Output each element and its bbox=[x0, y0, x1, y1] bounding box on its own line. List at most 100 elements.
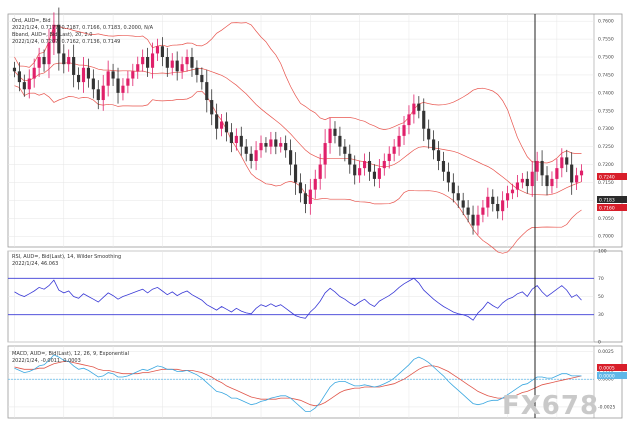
price-panel[interactable] bbox=[12, 7, 584, 254]
candle-body bbox=[81, 67, 86, 83]
candle-body bbox=[96, 89, 100, 101]
candle-body bbox=[219, 121, 224, 129]
rsi-tick-label: 0 bbox=[598, 340, 601, 346]
candle-body bbox=[515, 182, 520, 190]
candle-body bbox=[126, 78, 130, 86]
macd-legend-line1: MACD, AUD=, Bid(Last), 12, 26, 9, Expone… bbox=[12, 351, 129, 357]
macd-tag-bottom: 0.0000 bbox=[597, 372, 627, 380]
macd-tick-label: -0.0025 bbox=[598, 404, 616, 410]
candle-body bbox=[432, 139, 436, 151]
candle-body bbox=[249, 153, 253, 161]
candle-body bbox=[52, 24, 56, 43]
candle-body bbox=[333, 128, 337, 136]
candle-body bbox=[367, 160, 372, 172]
candle-body bbox=[264, 143, 268, 147]
candle-body bbox=[372, 171, 377, 179]
candle-body bbox=[525, 178, 529, 187]
candle-body bbox=[289, 150, 293, 165]
candle-body bbox=[284, 143, 288, 151]
candle-body bbox=[146, 57, 150, 68]
rsi-tick-label: 30 bbox=[598, 312, 604, 318]
price-tag-lower-text: 0.7160 bbox=[599, 206, 615, 212]
price-tick-label: 0.7400 bbox=[598, 90, 614, 96]
candle-body bbox=[397, 135, 401, 147]
price-tick-label: 0.7150 bbox=[598, 180, 614, 186]
candle-body bbox=[180, 64, 184, 72]
main-legend-line4: 2022/1/24, 0.7207, 0.7162, 0.7136, 0.714… bbox=[12, 39, 120, 45]
candle-body bbox=[42, 57, 46, 65]
candle-body bbox=[141, 57, 145, 65]
candle-body bbox=[402, 125, 406, 136]
candle-body bbox=[150, 53, 155, 68]
rsi-legend-line2: 2022/1/24, 46.063 bbox=[12, 261, 58, 267]
macd-tag-top: 0.0005 bbox=[597, 364, 627, 372]
candle-body bbox=[417, 103, 421, 111]
candle-body bbox=[422, 110, 426, 129]
candle-body bbox=[303, 193, 307, 204]
candle-body bbox=[362, 160, 367, 169]
candle-body bbox=[101, 85, 105, 101]
candle-body bbox=[155, 46, 160, 54]
candle-body bbox=[456, 193, 460, 201]
price-tick-label: 0.7050 bbox=[598, 216, 614, 222]
candle-body bbox=[565, 157, 569, 165]
candle-body bbox=[308, 189, 312, 204]
candle-body bbox=[358, 168, 362, 176]
candle-body bbox=[136, 64, 140, 72]
price-tick-label: 0.7300 bbox=[598, 126, 614, 132]
candle-body bbox=[279, 143, 283, 147]
candle-body bbox=[427, 128, 431, 140]
candle-body bbox=[446, 171, 450, 183]
macd-tag-top-text: 0.0005 bbox=[599, 366, 615, 372]
candle-body bbox=[274, 139, 278, 147]
price-tag-upper-text: 0.7240 bbox=[599, 175, 615, 181]
candle-body bbox=[175, 60, 179, 72]
price-tick-label: 0.7450 bbox=[598, 72, 614, 78]
candle-body bbox=[106, 71, 110, 86]
price-tick-label: 0.7200 bbox=[598, 162, 614, 168]
price-tick-label: 0.7550 bbox=[598, 37, 614, 43]
main-legend-line3: Bband, AUD=, Bid(Last), 20, 2.0 bbox=[12, 32, 92, 38]
price-tag-lower: 0.7160 bbox=[597, 204, 627, 212]
candle-body bbox=[239, 135, 243, 147]
candle-body bbox=[520, 178, 524, 183]
candle-body bbox=[575, 175, 579, 183]
candle-body bbox=[185, 57, 189, 65]
candle-body bbox=[67, 57, 71, 65]
candle-body bbox=[76, 74, 81, 83]
bollinger-upper bbox=[14, 22, 582, 164]
rsi-legend-line1: RSI, AUD=, Bid(Last), 14, Wilder Smoothi… bbox=[12, 254, 121, 260]
candle-body bbox=[441, 160, 446, 172]
candle-body bbox=[570, 164, 574, 183]
price-tag-last-text: 0.7183 bbox=[599, 198, 615, 204]
candle-body bbox=[353, 164, 357, 176]
candle-body bbox=[451, 182, 455, 194]
candle-body bbox=[579, 170, 584, 176]
candle-body bbox=[343, 146, 347, 154]
rsi-panel[interactable] bbox=[8, 277, 594, 321]
price-tick-label: 0.7350 bbox=[598, 108, 614, 114]
rsi-tick-label: 50 bbox=[598, 294, 604, 300]
candle-body bbox=[535, 160, 539, 172]
candle-body bbox=[505, 193, 510, 201]
candle-body bbox=[328, 128, 332, 144]
candle-body bbox=[205, 82, 209, 101]
candle-body bbox=[116, 78, 120, 93]
macd-tag-bottom-text: 0.0000 bbox=[599, 374, 615, 380]
candle-body bbox=[323, 143, 327, 165]
candle-body bbox=[72, 57, 76, 75]
candle-body bbox=[481, 207, 485, 215]
candle-body bbox=[215, 114, 219, 129]
candle-body bbox=[210, 100, 214, 115]
candle-body bbox=[57, 24, 61, 54]
price-tick-label: 0.7600 bbox=[598, 19, 614, 25]
price-tick-label: 0.7500 bbox=[598, 55, 614, 61]
macd-panel[interactable] bbox=[8, 354, 594, 412]
candle-body bbox=[338, 135, 342, 147]
candle-body bbox=[491, 196, 495, 204]
y-axis-labels: 0.7600 0.7550 0.7500 0.7450 0.7400 0.7350 0.73… bbox=[598, 19, 616, 411]
candle-body bbox=[550, 178, 554, 187]
candle-body bbox=[293, 164, 298, 183]
candle-body bbox=[195, 67, 199, 75]
